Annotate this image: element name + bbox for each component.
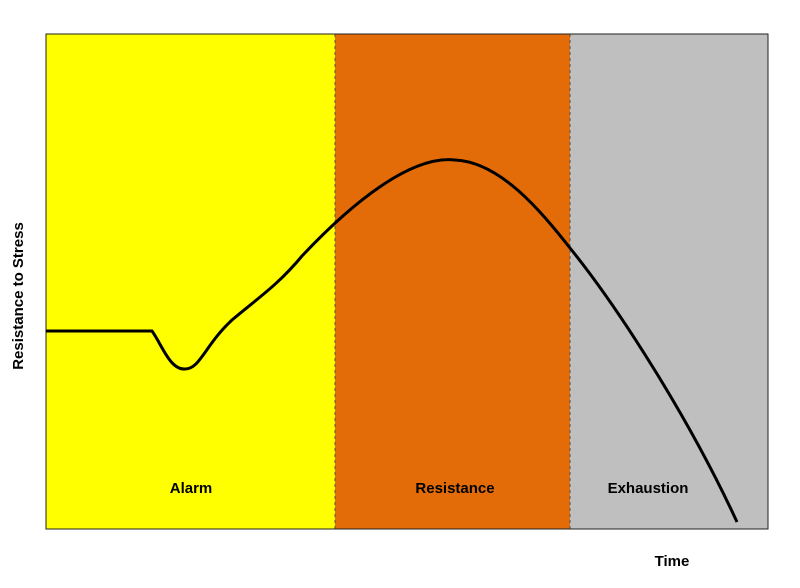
plot-frame bbox=[45, 33, 769, 530]
exhaustion-region bbox=[570, 34, 768, 529]
phase-label: Resistance bbox=[415, 480, 494, 497]
x-axis-label: Time bbox=[655, 553, 690, 570]
stress-curve bbox=[46, 158, 739, 523]
y-axis-label: Resistance to Stress bbox=[10, 222, 27, 370]
phase-label: Exhaustion bbox=[608, 480, 689, 497]
resistance-region bbox=[335, 34, 570, 529]
alarm-region bbox=[46, 34, 335, 529]
phase-label: Alarm bbox=[170, 480, 213, 497]
